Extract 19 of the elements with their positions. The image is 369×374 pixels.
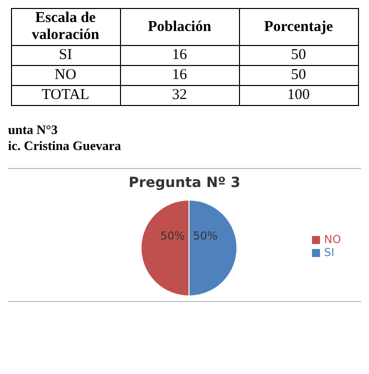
text: ic. Cristina Guevara bbox=[8, 138, 122, 154]
text: 16 bbox=[120, 46, 239, 66]
text: 100 bbox=[239, 86, 358, 106]
text: unta N°3 bbox=[8, 122, 59, 138]
chart-title: Pregunta Nº 3 bbox=[128, 175, 242, 191]
data-label: 50% bbox=[193, 230, 218, 242]
text: Escala de valoración bbox=[11, 8, 120, 46]
text: 50 bbox=[239, 46, 358, 66]
text: Población bbox=[120, 8, 239, 46]
text: SI bbox=[11, 46, 120, 66]
legend-label: NO bbox=[324, 233, 341, 246]
text: 16 bbox=[120, 66, 239, 86]
text: 32 bbox=[120, 86, 239, 106]
text: NO bbox=[11, 66, 120, 86]
text: Porcentaje bbox=[239, 8, 358, 46]
legend-label: SI bbox=[324, 246, 334, 259]
data-label: 50% bbox=[160, 230, 185, 242]
text: TOTAL bbox=[11, 86, 120, 106]
text: 50 bbox=[239, 66, 358, 86]
